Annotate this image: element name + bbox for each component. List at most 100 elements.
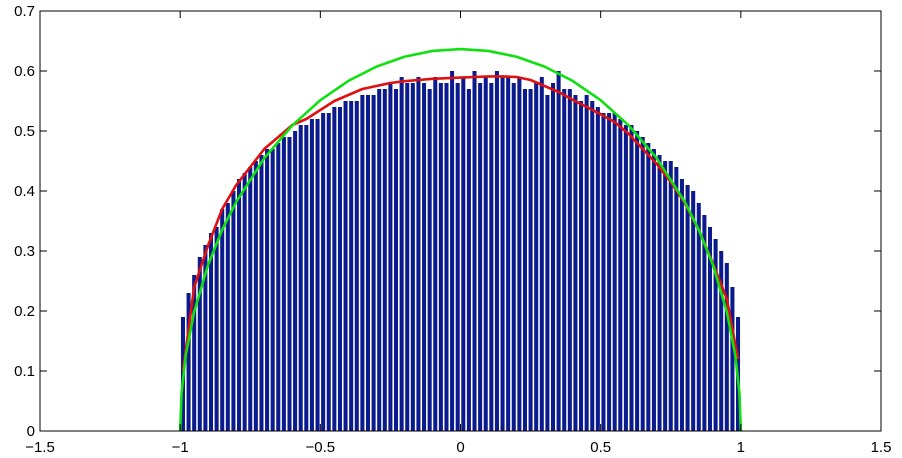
histogram-bar [433,77,438,431]
histogram-bar [410,83,415,431]
histogram-bar [640,137,645,431]
histogram-bar [360,95,365,431]
histogram-bar [696,203,701,431]
histogram-bar [427,89,432,431]
histogram-bar [382,89,387,431]
y-tick-label: 0.4 [14,183,35,200]
y-tick-label: 0.2 [14,303,35,320]
histogram-bar [545,95,550,431]
histogram-bar [657,155,662,431]
histogram-bar [651,149,656,431]
x-tick-label: 0.5 [590,439,611,456]
histogram-bar [472,71,477,431]
histogram-bar [550,83,556,431]
histogram-bar [612,113,617,431]
histogram-bar [192,275,197,431]
histogram-bar [595,107,600,431]
histogram-bar [197,257,202,431]
histogram-bar [186,293,191,431]
histogram-bar [618,119,623,431]
histogram-bar [590,101,595,431]
histogram-bar [483,77,488,431]
histogram-bar [629,125,634,431]
x-tick-label: 1 [737,439,745,456]
plot-area-background [40,11,881,431]
histogram-bar [584,95,589,431]
histogram-bar [506,77,511,431]
histogram-bar [466,89,471,431]
histogram-bar [450,71,455,431]
histogram-bar [679,179,684,431]
histogram-bar [259,155,264,431]
histogram-bar [253,161,258,431]
y-tick-labels: 0 0.1 0.2 0.3 0.4 0.5 0.6 0.7 [14,3,35,440]
histogram-bar [719,251,724,431]
histogram-bar [399,77,404,431]
histogram-bar [702,215,707,431]
histogram-bar [354,101,359,431]
histogram-bar [371,95,376,431]
histogram-bar [349,101,354,431]
histogram-bar [511,83,516,431]
histogram-bar [394,89,399,431]
y-tick-label: 0.6 [14,63,35,80]
histogram-bar [416,77,421,431]
y-tick-label: 0.5 [14,123,35,140]
histogram-bar [332,107,337,431]
histogram-bar [724,263,729,431]
x-tick-labels: −1.5 −1 −0.5 0 0.5 1 1.5 [25,439,891,456]
histogram-bar [623,125,628,431]
y-tick-label: 0.7 [14,3,35,20]
histogram-bar [281,137,286,431]
histogram-bar [377,89,382,431]
histogram-bar [522,89,527,431]
histogram-bar [293,131,298,431]
histogram-bar [461,77,466,431]
histogram-bar [444,83,449,431]
histogram-bar [528,89,533,431]
curve-series-2 [178,47,743,432]
histogram-bar [556,71,561,431]
histogram-bar [438,83,443,431]
histogram-bar [326,113,331,431]
histogram-bar [567,89,572,431]
histogram-bar [663,161,668,431]
histogram-bar [220,209,225,431]
histogram-bar [685,185,690,431]
histogram-bar [203,245,208,431]
histogram-bar [248,167,253,431]
histogram-bar [208,233,214,431]
histogram-bar [231,191,236,431]
histogram-bar [455,83,460,431]
histogram-bar [337,107,342,431]
histogram-bar [646,143,651,431]
histogram-bar [265,149,270,431]
ticks-layer [39,10,882,432]
histogram-bar [534,83,539,431]
histogram-bar [309,119,314,431]
histogram-bar [405,83,410,431]
x-tick-label: 1.5 [871,439,892,456]
histogram-bar [607,113,612,431]
histogram-bar [601,113,606,431]
histogram-bar [668,161,673,431]
histogram-bar [539,77,544,431]
curve-series-1 [181,75,740,372]
bars-layer [180,71,741,431]
x-tick-label: −1.5 [25,439,55,456]
histogram-bar [478,83,483,431]
histogram-bar [730,287,735,431]
x-tick-label: −0.5 [306,439,336,456]
y-tick-label: 0.1 [14,363,35,380]
histogram-bar [214,227,219,431]
y-tick-label: 0 [27,423,35,440]
histogram-bar [298,125,303,431]
histogram-bar [321,113,326,431]
histogram-bar [713,239,718,431]
histogram-bar [573,95,578,431]
histogram-bar [579,101,584,431]
histogram-bar [276,143,281,431]
x-tick-label: −1 [172,439,189,456]
curves-layer [178,47,743,432]
